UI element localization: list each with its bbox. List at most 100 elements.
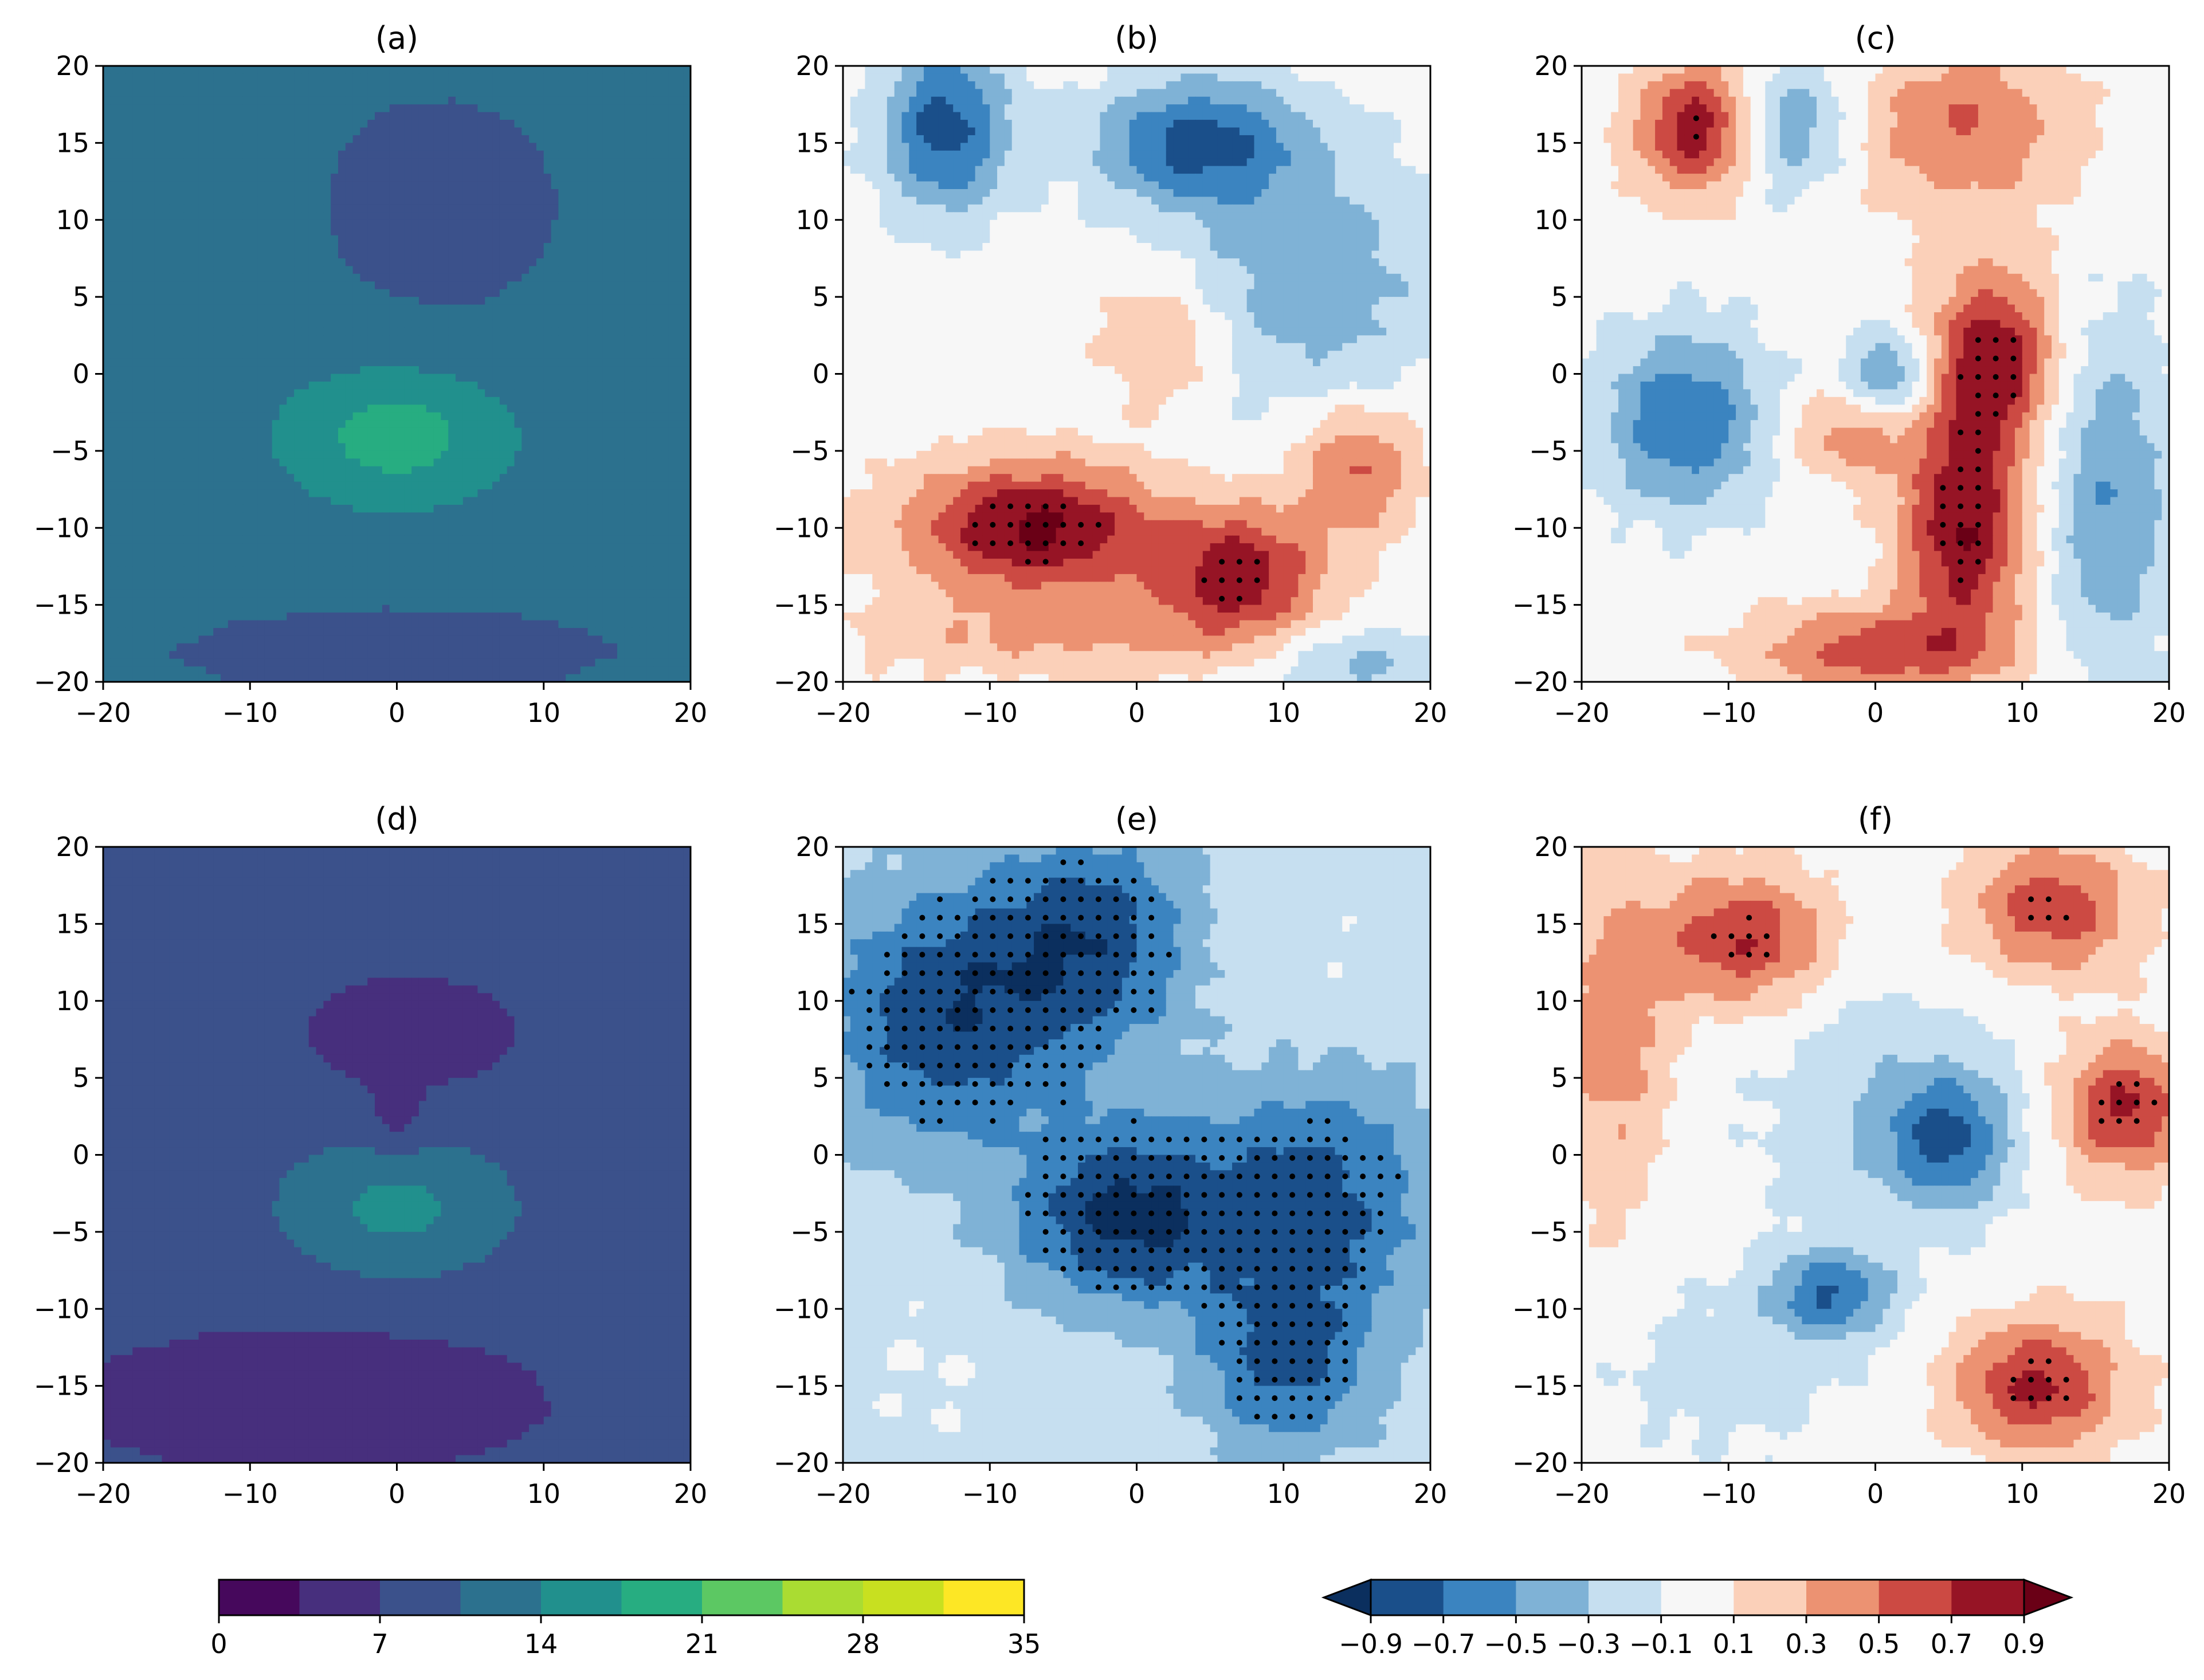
field-cell: [308, 120, 317, 128]
field-cell: [661, 158, 669, 167]
field-cell: [191, 420, 199, 429]
field-cell: [610, 343, 618, 351]
field-cell: [308, 243, 317, 252]
field-cell: [206, 327, 214, 336]
field-cell: [617, 166, 625, 174]
field-cell: [573, 489, 581, 498]
field-cell: [521, 427, 530, 436]
field-cell: [345, 158, 354, 167]
field-cell: [499, 381, 508, 390]
field-cell: [558, 374, 566, 382]
field-cell: [154, 235, 163, 244]
field-cell: [639, 112, 647, 120]
field-cell: [125, 374, 133, 382]
field-cell: [389, 289, 398, 297]
field-cell: [110, 504, 119, 513]
field-cell: [683, 219, 691, 228]
field-cell: [316, 481, 324, 490]
field-cell: [191, 127, 199, 136]
field-cell: [242, 174, 250, 182]
field-cell: [382, 466, 390, 474]
field-cell: [485, 243, 493, 252]
field-cell: [352, 405, 361, 413]
field-cell: [198, 358, 206, 367]
field-cell: [411, 481, 419, 490]
field-cell: [110, 389, 119, 398]
field-cell: [676, 489, 684, 498]
field-cell: [573, 81, 581, 89]
field-cell: [360, 474, 368, 482]
field-cell: [485, 127, 493, 136]
field-cell: [125, 258, 133, 266]
field-cell: [360, 327, 368, 336]
field-cell: [617, 127, 625, 136]
field-cell: [499, 474, 508, 482]
field-cell: [653, 81, 662, 89]
field-cell: [470, 497, 479, 505]
field-cell: [125, 504, 133, 513]
field-cell: [639, 412, 647, 421]
field-cell: [235, 397, 244, 405]
field-cell: [477, 450, 485, 459]
field-cell: [639, 528, 647, 536]
field-cell: [272, 250, 280, 259]
field-cell: [360, 158, 368, 167]
field-cell: [470, 343, 479, 351]
field-cell: [264, 96, 273, 105]
field-cell: [558, 420, 566, 429]
field-cell: [382, 474, 390, 482]
field-cell: [617, 150, 625, 159]
field-cell: [551, 351, 559, 359]
field-cell: [683, 497, 691, 505]
field-cell: [624, 420, 633, 429]
field-cell: [287, 181, 295, 190]
field-cell: [462, 358, 471, 367]
field-cell: [140, 166, 148, 174]
field-cell: [206, 112, 214, 120]
field-cell: [624, 366, 633, 375]
field-cell: [183, 289, 192, 297]
field-cell: [279, 374, 287, 382]
field-cell: [382, 389, 390, 398]
field-cell: [441, 120, 449, 128]
field-cell: [162, 112, 170, 120]
field-cell: [566, 450, 574, 459]
field-cell: [426, 535, 434, 544]
field-cell: [169, 535, 177, 544]
field-cell: [279, 528, 287, 536]
field-cell: [287, 343, 295, 351]
field-cell: [382, 297, 390, 305]
field-cell: [110, 489, 119, 498]
field-cell: [404, 120, 412, 128]
field-cell: [183, 304, 192, 313]
field-cell: [470, 312, 479, 321]
field-cell: [345, 389, 354, 398]
field-cell: [177, 189, 185, 198]
field-cell: [360, 250, 368, 259]
field-cell: [352, 512, 361, 521]
field-cell: [426, 66, 434, 74]
field-cell: [404, 520, 412, 528]
field-cell: [177, 389, 185, 398]
field-cell: [213, 427, 221, 436]
field-cell: [418, 458, 427, 467]
field-cell: [375, 343, 383, 351]
field-cell: [154, 374, 163, 382]
field-cell: [279, 358, 287, 367]
field-cell: [367, 504, 375, 513]
field-cell: [132, 273, 140, 282]
field-cell: [264, 181, 273, 190]
field-cell: [389, 520, 398, 528]
field-cell: [551, 289, 559, 297]
field-cell: [154, 443, 163, 452]
field-cell: [433, 273, 441, 282]
field-cell: [140, 143, 148, 151]
field-cell: [375, 104, 383, 113]
field-cell: [683, 212, 691, 221]
field-cell: [456, 104, 464, 113]
field-cell: [470, 219, 479, 228]
field-cell: [132, 120, 140, 128]
field-cell: [456, 443, 464, 452]
field-cell: [198, 127, 206, 136]
field-cell: [646, 181, 654, 190]
